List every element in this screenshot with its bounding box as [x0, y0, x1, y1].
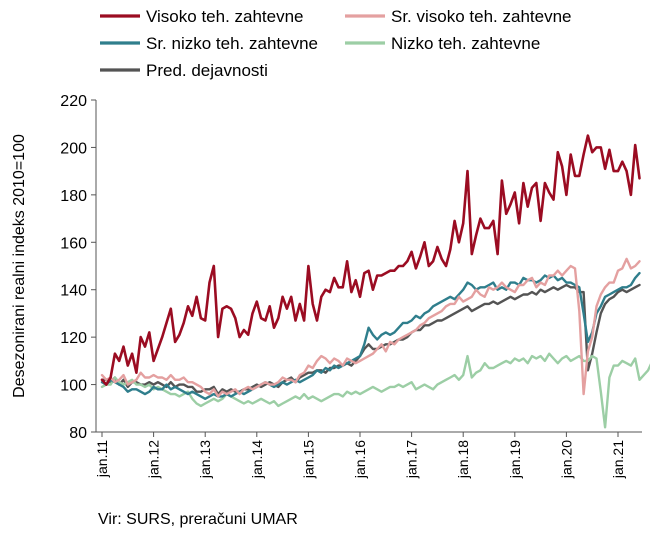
- x-ticks: jan.11 jan.12 jan.13 jan.14 jan.15 jan.16 jan.…: [94, 432, 626, 479]
- y-tick-label: 80: [69, 425, 87, 442]
- y-tick-label: 200: [60, 140, 87, 157]
- y-tick-label: 220: [60, 93, 87, 110]
- x-tick-label: jan.14: [249, 440, 265, 479]
- x-tick-label: jan.12: [146, 440, 162, 479]
- legend-label: Nizko teh. zahtevne: [391, 34, 540, 53]
- series-line-5: [100, 283, 641, 396]
- legend-label: Pred. dejavnosti: [146, 61, 268, 80]
- legend-label: Sr. nizko teh. zahtevne: [146, 34, 318, 53]
- series-group: [100, 134, 650, 429]
- x-tick-label: jan.19: [507, 440, 523, 479]
- y-tick-label: 180: [60, 188, 87, 205]
- x-tick-label: jan.21: [610, 440, 626, 479]
- x-tick-label: jan.20: [558, 440, 574, 479]
- y-tick-label: 100: [60, 378, 87, 395]
- y-tick-label: 120: [60, 330, 87, 347]
- legend-label: Visoko teh. zahtevne: [146, 7, 304, 26]
- series-line-2: [100, 257, 641, 398]
- y-tick-label: 160: [60, 235, 87, 252]
- source-note: Vir: SURS, preračuni UMAR: [98, 511, 298, 528]
- x-tick-label: jan.13: [197, 440, 213, 479]
- x-tick-label: jan.11: [94, 440, 110, 478]
- legend: Visoko teh. zahtevne Sr. visoko teh. zaht…: [100, 7, 572, 80]
- x-tick-label: jan.16: [352, 440, 368, 479]
- legend-label: Sr. visoko teh. zahtevne: [391, 7, 572, 26]
- y-ticks: 80 100 120 140 160 180 200 220: [60, 93, 96, 442]
- series-line-3: [100, 271, 641, 400]
- x-tick-label: jan.18: [455, 440, 471, 479]
- series-line-4: [100, 352, 650, 429]
- x-tick-label: jan.15: [300, 440, 316, 479]
- x-tick-label: jan.17: [404, 440, 420, 479]
- y-tick-label: 140: [60, 283, 87, 300]
- series-line-1: [100, 134, 641, 386]
- y-axis-label: Desezonirani realni indeks 2010=100: [11, 134, 28, 398]
